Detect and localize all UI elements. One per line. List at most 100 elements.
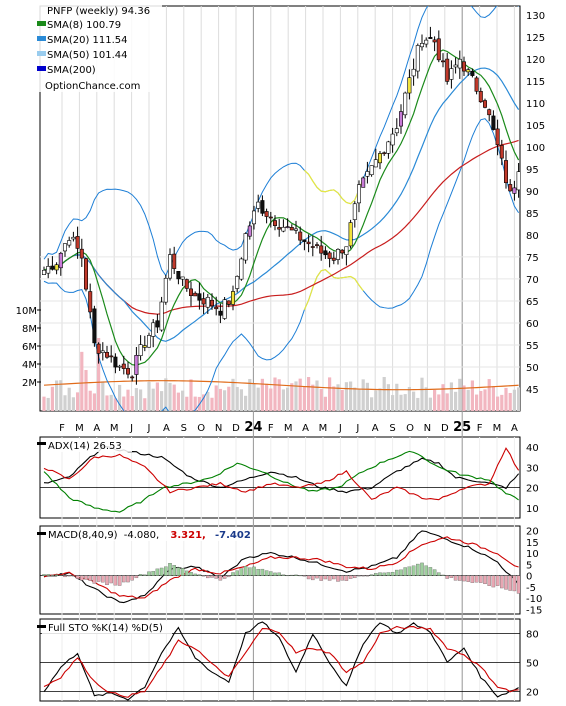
candle-body (96, 343, 101, 354)
macd-histogram-bar (348, 575, 353, 579)
price-y-tick: 45 (526, 385, 539, 396)
macd-histogram-bar (458, 575, 462, 581)
volume-layer (42, 338, 520, 411)
sma20-line (43, 67, 520, 342)
macd-histogram-bar (105, 575, 109, 586)
price-y-tick: 100 (526, 143, 545, 154)
indicator-y-tick: 15 (526, 538, 539, 549)
candle-body (331, 257, 336, 261)
volume-bar (109, 394, 113, 411)
x-tick-label: M (75, 423, 84, 434)
macd-histogram-bar (361, 575, 365, 577)
candle-body (46, 266, 51, 274)
candle-body (243, 233, 248, 261)
macd-histogram-bar (218, 575, 223, 581)
candle-body (508, 184, 513, 192)
candle-body (210, 299, 215, 307)
volume-bar (307, 377, 311, 411)
volume-bar (424, 387, 428, 411)
macd-histogram-bar (138, 574, 143, 576)
x-tick-label: 24 (244, 420, 262, 435)
macd-histogram-bar (155, 568, 160, 576)
macd-histogram-bar (269, 571, 273, 576)
indicator-line-di (43, 450, 519, 513)
volume-bar (290, 383, 294, 411)
macd-histogram-bar (168, 563, 172, 576)
macd-histogram-bar (416, 563, 420, 576)
macd-histogram-bar (239, 568, 244, 576)
x-tick-label: F (59, 423, 65, 434)
volume-bar (378, 388, 382, 411)
volume-bar (239, 389, 243, 411)
candle-body (466, 69, 471, 73)
volume-bar (46, 397, 50, 411)
candle-body (109, 355, 114, 358)
macd-histogram-bar (227, 575, 231, 578)
candle-body (84, 258, 89, 290)
x-tick-label: J (338, 423, 342, 434)
candle-body (470, 70, 475, 76)
volume-bar (176, 392, 180, 411)
macd-histogram-bar (449, 575, 454, 578)
macd-histogram-bar (63, 575, 67, 578)
volume-bar (349, 381, 353, 411)
volume-bar (92, 393, 96, 411)
candle-body (239, 258, 244, 280)
indicator-line-d (43, 625, 519, 698)
macd-histogram-bar (403, 567, 407, 576)
volume-bar (248, 378, 252, 411)
volume-bar (412, 391, 416, 411)
candle-body (218, 310, 223, 316)
x-tick-label: M (284, 423, 293, 434)
volume-bar (462, 385, 466, 411)
volume-bar (420, 377, 424, 411)
x-tick-label: N (215, 423, 222, 434)
price-y-tick: 70 (526, 275, 539, 286)
volume-bar (395, 383, 399, 411)
x-tick-label: 25 (453, 420, 471, 435)
macd-histogram-bar (374, 573, 378, 576)
macd-histogram-bar (197, 574, 202, 576)
macd-histogram-bar (365, 575, 370, 577)
candle-body (487, 109, 492, 116)
candle-body (130, 376, 135, 379)
candle-body (293, 228, 298, 231)
macd-histogram-bar (474, 575, 479, 583)
x-tick-label: M (110, 423, 119, 434)
volume-bar (55, 380, 59, 411)
volume-bar (504, 387, 508, 411)
volume-bar (328, 377, 332, 411)
volume-bar (517, 387, 520, 411)
candle-body (180, 276, 185, 280)
macd-histogram-bar (71, 575, 76, 577)
macd-histogram-bar (134, 575, 139, 579)
candle-body (302, 239, 307, 242)
candle-body (344, 246, 349, 256)
macd-histogram-bar (453, 575, 458, 581)
volume-bar (286, 387, 290, 411)
candle-body (365, 171, 370, 177)
volume-bar (298, 378, 302, 411)
candle-body (256, 201, 261, 209)
price-y-tick: 110 (526, 99, 545, 110)
macd-histogram-bar (75, 575, 80, 579)
candle-body (461, 61, 466, 72)
indicator-y-tick: 20 (526, 687, 539, 698)
indicator-line-macd (43, 530, 520, 604)
macd-value: -4.080, (124, 530, 159, 541)
macd-histogram-bar (96, 575, 101, 582)
macd-histogram-bar (147, 571, 151, 576)
indicator-y-tick: 20 (526, 484, 539, 495)
legend-background (34, 4, 162, 92)
volume-y-tick: 8M (22, 324, 37, 335)
candle-body (419, 43, 424, 48)
candle-body (92, 308, 97, 344)
macd-histogram-bar (185, 570, 189, 576)
indicator-y-tick: 30 (526, 463, 539, 474)
macd-histogram-bar (109, 575, 113, 584)
volume-bar (273, 377, 277, 411)
volume-bar (189, 379, 193, 411)
candle-body (428, 37, 433, 39)
x-tick-label: F (268, 423, 274, 434)
x-tick-label: O (197, 423, 205, 434)
